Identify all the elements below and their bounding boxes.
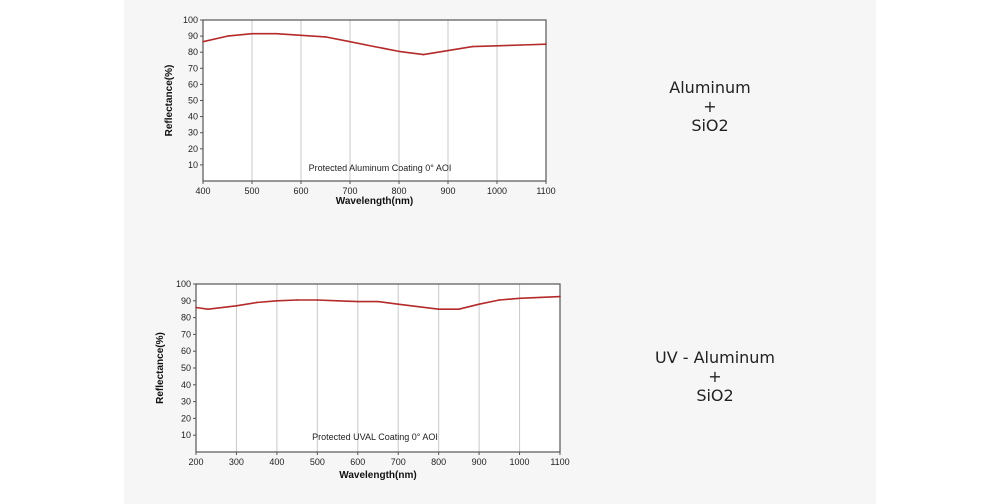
data-point (496, 44, 498, 47)
y-tick-label: 40 (188, 112, 198, 122)
material-line: Aluminum (669, 78, 751, 97)
data-point (235, 305, 238, 307)
data-point (255, 301, 258, 304)
x-tick-label: 900 (472, 457, 487, 467)
x-tick-label: 1000 (510, 457, 530, 467)
material-line: SiO2 (696, 386, 734, 405)
y-tick-label: 40 (181, 380, 191, 390)
data-point (316, 299, 319, 301)
data-point (195, 306, 197, 309)
data-point (349, 40, 351, 43)
x-tick-label: 700 (342, 186, 357, 196)
x-tick-label: 200 (188, 457, 203, 467)
data-point (498, 299, 501, 301)
x-tick-label: 600 (350, 457, 365, 467)
x-tick-label: 800 (391, 186, 406, 196)
y-tick-label: 80 (188, 47, 198, 57)
y-tick-label: 20 (188, 144, 198, 154)
x-tick-label: 800 (431, 457, 446, 467)
y-tick-label: 90 (188, 31, 198, 41)
x-tick-label: 300 (229, 457, 244, 467)
data-point (397, 303, 400, 305)
x-tick-label: 1000 (487, 186, 507, 196)
material-label-uv-aluminum: UV - Aluminum + SiO2 (640, 348, 790, 405)
data-point (296, 299, 298, 301)
y-tick-label: 30 (188, 128, 198, 138)
y-tick-label: 60 (181, 346, 191, 356)
y-tick-label: 70 (181, 329, 191, 339)
x-tick-label: 900 (440, 186, 455, 196)
data-point (545, 43, 547, 45)
y-tick-label: 60 (188, 79, 198, 89)
y-tick-label: 100 (183, 15, 198, 25)
data-point (300, 34, 302, 37)
x-axis-label: Wavelength(nm) (336, 196, 413, 207)
chart-annotation: Protected Aluminum Coating 0° AOI (309, 163, 452, 173)
material-line: SiO2 (691, 116, 729, 135)
y-tick-label: 30 (181, 397, 191, 407)
data-point (276, 300, 278, 302)
material-line: + (703, 97, 717, 116)
data-point (471, 45, 474, 48)
data-point (417, 305, 420, 308)
x-tick-label: 500 (310, 457, 325, 467)
data-point (518, 297, 521, 300)
y-tick-label: 80 (181, 313, 191, 323)
x-tick-label: 400 (195, 186, 210, 196)
data-point (373, 45, 376, 48)
x-tick-label: 1100 (550, 457, 569, 467)
data-point (437, 308, 440, 311)
data-point (538, 296, 541, 299)
material-label-aluminum: Aluminum + SiO2 (640, 78, 780, 135)
data-point (275, 32, 278, 35)
data-point (377, 300, 379, 303)
data-point (356, 300, 359, 303)
y-axis-label: Reflectance(%) (155, 332, 166, 404)
plot-area (196, 284, 560, 452)
data-point (458, 308, 460, 311)
data-point (559, 295, 561, 298)
y-tick-label: 10 (181, 430, 191, 440)
x-tick-label: 400 (269, 457, 284, 467)
y-tick-label: 50 (181, 363, 191, 373)
y-tick-label: 20 (181, 413, 191, 423)
data-point (422, 53, 425, 56)
data-point (207, 308, 209, 311)
y-tick-label: 70 (188, 63, 198, 73)
x-tick-label: 700 (391, 457, 406, 467)
data-point (324, 36, 327, 38)
material-line: + (708, 367, 722, 386)
y-tick-label: 90 (181, 296, 191, 306)
plot-area (203, 20, 546, 181)
data-point (226, 35, 229, 37)
y-tick-label: 100 (176, 279, 191, 289)
data-point (251, 32, 253, 35)
chart-annotation: Protected UVAL Coating 0° AOI (312, 432, 438, 442)
x-axis-label: Wavelength(nm) (339, 470, 416, 481)
y-tick-label: 10 (188, 160, 198, 170)
x-tick-label: 500 (244, 186, 259, 196)
data-point (447, 49, 449, 52)
x-tick-label: 600 (293, 186, 308, 196)
data-point (520, 44, 523, 46)
data-point (336, 300, 339, 302)
y-tick-label: 50 (188, 96, 198, 106)
data-point (478, 303, 480, 305)
data-point (398, 50, 400, 53)
data-point (202, 40, 204, 43)
material-line: UV - Aluminum (654, 348, 776, 367)
y-axis-label: Reflectance(%) (164, 65, 175, 137)
x-tick-label: 1100 (536, 186, 555, 196)
